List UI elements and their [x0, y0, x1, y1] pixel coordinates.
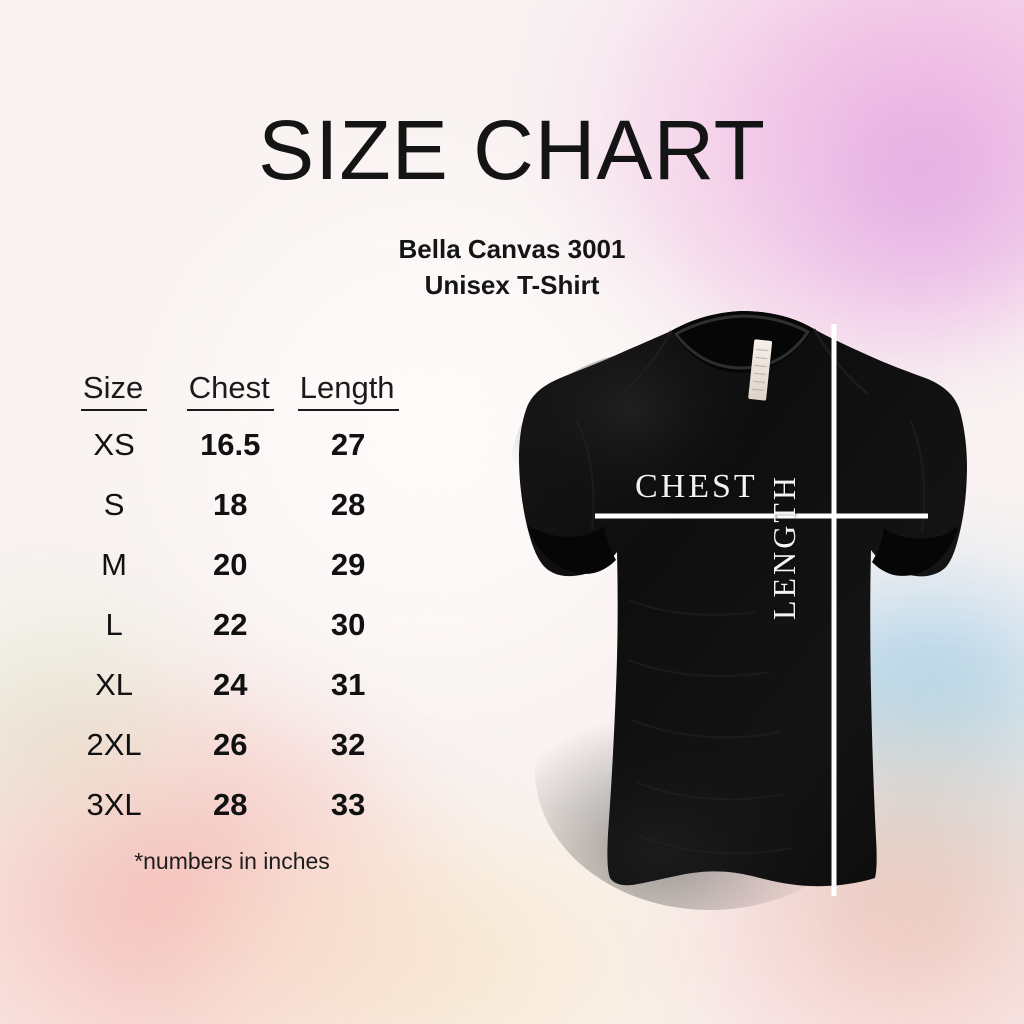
cell-length: 31 [330, 667, 366, 702]
cell-length: 30 [330, 607, 366, 642]
fabric-sheen-lower [535, 630, 885, 910]
column-header-length: Length [288, 370, 408, 415]
table-header-row: Size Chest Length [56, 370, 408, 415]
right-sleeve-cuff [872, 526, 959, 576]
tshirt-body-shape [510, 311, 967, 910]
left-sleeve-cuff [527, 526, 616, 574]
cell-size: XS [93, 427, 135, 462]
cell-chest: 26 [212, 727, 248, 762]
table-row: S 18 28 [56, 475, 408, 535]
table-row: 3XL 28 33 [56, 775, 408, 835]
size-table: Size Chest Length XS 16.5 27 S 18 28 M 2… [56, 370, 408, 835]
fabric-wrinkles [575, 419, 926, 855]
table-row: 2XL 26 32 [56, 715, 408, 775]
tshirt-collar-rib [673, 314, 811, 370]
cell-length: 33 [330, 787, 366, 822]
column-header-size: Size [56, 370, 172, 415]
cell-length: 29 [330, 547, 366, 582]
tshirt-svg [510, 311, 967, 910]
cell-chest: 24 [212, 667, 248, 702]
table-row: L 22 30 [56, 595, 408, 655]
cell-chest: 28 [212, 787, 248, 822]
tshirt-illustration: CHEST LENGTH [480, 300, 1024, 940]
shoulder-seams [617, 328, 869, 397]
page-subtitle: Bella Canvas 3001 Unisex T-Shirt [0, 232, 1024, 304]
care-label-tag [748, 339, 773, 401]
cell-size: XL [95, 667, 134, 702]
cell-chest: 22 [212, 607, 248, 642]
cell-length: 27 [330, 427, 366, 462]
page-title: SIZE CHART [258, 103, 766, 197]
table-row: XL 24 31 [56, 655, 408, 715]
cell-size: M [101, 547, 127, 582]
cell-chest: 18 [212, 487, 248, 522]
cell-size: S [103, 487, 125, 522]
cell-chest: 16.5 [200, 427, 261, 462]
cell-size: 3XL [86, 787, 142, 822]
cell-chest: 20 [212, 547, 248, 582]
measurement-guides [595, 324, 928, 896]
column-header-chest: Chest [172, 370, 288, 415]
subtitle-line-garment: Unisex T-Shirt [424, 269, 600, 300]
cell-size: L [105, 607, 123, 642]
tshirt-neckline [671, 311, 814, 373]
units-footnote: *numbers in inches [134, 848, 330, 874]
fabric-sheen-upper [510, 350, 810, 590]
chest-label: CHEST [635, 468, 758, 505]
length-label: LENGTH [766, 474, 802, 620]
cell-length: 32 [330, 727, 366, 762]
subtitle-line-product: Bella Canvas 3001 [398, 234, 626, 264]
cell-length: 28 [330, 487, 366, 522]
table-row: XS 16.5 27 [56, 415, 408, 475]
table-row: M 20 29 [56, 535, 408, 595]
cell-size: 2XL [86, 727, 142, 762]
